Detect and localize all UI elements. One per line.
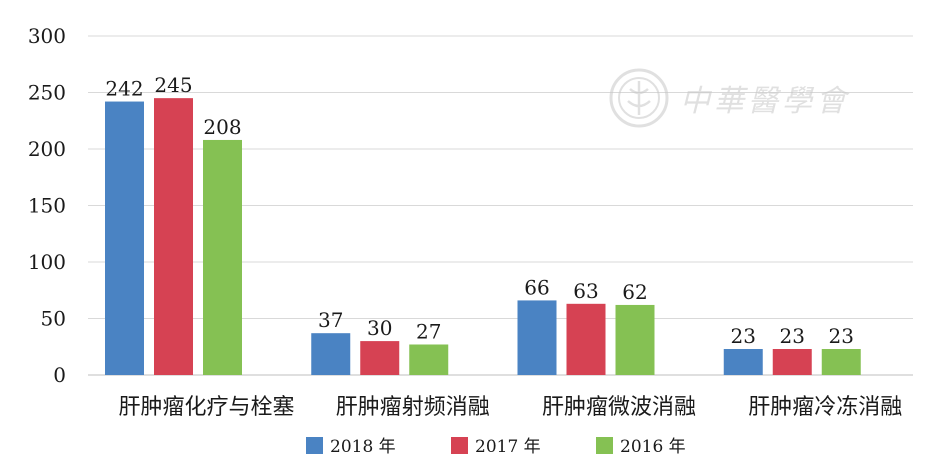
x-axis-categories: 肝肿瘤化疗与栓塞 肝肿瘤射频消融 肝肿瘤微波消融 肝肿瘤冷冻消融: [118, 395, 902, 420]
category-label: 肝肿瘤微波消融: [542, 395, 696, 420]
data-label: 242: [105, 77, 143, 101]
bars: [105, 98, 861, 376]
data-label: 30: [367, 316, 392, 340]
data-label: 245: [154, 73, 192, 97]
bar-0-1: [311, 333, 351, 375]
watermark-text: 中華醫學會: [680, 84, 850, 119]
y-tick-label: 250: [28, 81, 66, 105]
bar-1-2: [566, 303, 606, 375]
bar-0-0: [105, 101, 144, 375]
data-label: 63: [573, 279, 598, 303]
category-label: 肝肿瘤射频消融: [336, 395, 490, 420]
category-label: 肝肿瘤化疗与栓塞: [118, 395, 294, 420]
y-tick-label: 0: [53, 363, 66, 387]
y-tick-label: 200: [28, 137, 66, 161]
society-seal-icon: [609, 68, 669, 128]
bar-0-3: [723, 349, 763, 375]
y-tick-label: 300: [28, 24, 66, 48]
bar-2-2: [615, 304, 655, 375]
legend-swatch: [451, 437, 468, 454]
legend: 2018 年 2017 年 2016 年: [306, 437, 686, 457]
data-labels: 242 245 208 37 30 27 66 63 62 23 23 23: [105, 73, 854, 348]
bar-2-0: [203, 139, 242, 375]
data-label: 23: [731, 324, 756, 348]
bar-1-3: [772, 349, 812, 375]
data-label: 62: [622, 280, 647, 304]
data-label: 23: [780, 324, 805, 348]
data-label: 66: [524, 275, 549, 299]
bar-1-0: [154, 98, 193, 376]
y-tick-label: 150: [28, 194, 66, 218]
y-tick-label: 50: [41, 307, 66, 331]
data-label: 23: [829, 324, 854, 348]
legend-label: 2018 年: [330, 437, 396, 457]
y-axis-ticks: 0 50 100 150 200 250 300: [28, 24, 66, 387]
bar-0-2: [517, 300, 557, 375]
legend-swatch: [596, 437, 613, 454]
category-label: 肝肿瘤冷冻消融: [748, 395, 902, 420]
legend-label: 2016 年: [620, 437, 686, 457]
data-label: 37: [318, 308, 343, 332]
data-label: 208: [203, 115, 241, 139]
bar-1-1: [360, 341, 400, 375]
bar-2-3: [821, 349, 861, 375]
watermark: 中華醫學會: [608, 64, 908, 132]
data-label: 27: [416, 319, 441, 343]
legend-swatch: [306, 437, 323, 454]
y-tick-label: 100: [28, 250, 66, 274]
bar-2-1: [409, 344, 449, 375]
legend-label: 2017 年: [475, 437, 541, 457]
